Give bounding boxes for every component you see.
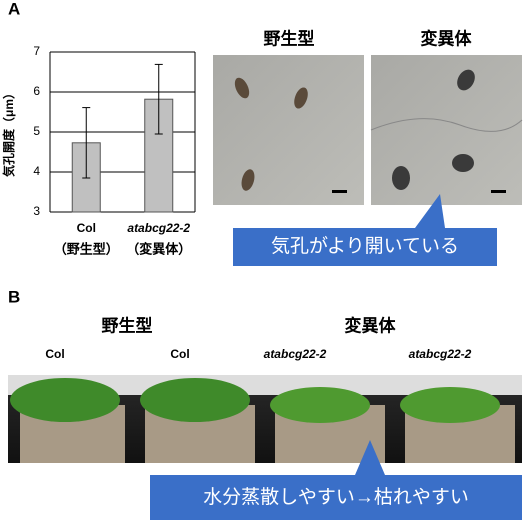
photo-label: 野生型	[264, 28, 315, 48]
plant-label: atabcg22-2	[409, 347, 472, 361]
y-tick-label: 5	[33, 124, 40, 138]
y-tick-label: 3	[33, 204, 40, 218]
y-tick-label: 4	[33, 164, 40, 178]
callout-box	[233, 194, 497, 266]
photo-wildtype	[213, 55, 364, 205]
panel-label: A	[8, 0, 20, 18]
plant-label: Col	[45, 347, 64, 361]
y-tick-label: 7	[33, 44, 40, 58]
panel-label: B	[8, 287, 20, 306]
photo-label: 変異体	[421, 28, 473, 48]
x-tick-note: （野生型）	[54, 241, 119, 256]
y-axis-label: 気孔開度（μm）	[1, 87, 16, 177]
y-tick-label: 6	[33, 84, 40, 98]
x-tick-label: Col	[77, 221, 96, 235]
callout-text: 水分蒸散しやすい→枯れやすい	[203, 486, 469, 508]
x-tick-note: （変異体）	[126, 241, 191, 256]
bar-chart: 気孔開度（μm） 3 4 5 6 7 Col （野生型） atabcg22-2 （変異体）	[1, 44, 196, 256]
photo-mutant	[370, 55, 523, 205]
callout-text: 気孔がより開いている	[271, 235, 459, 257]
callout-box	[150, 440, 522, 520]
x-tick-label: atabcg22-2	[127, 221, 190, 235]
plant-photo	[8, 375, 522, 463]
group-label: 変異体	[345, 315, 397, 335]
plant-label: atabcg22-2	[264, 347, 327, 361]
group-label: 野生型	[102, 315, 153, 335]
plant-label: Col	[170, 347, 189, 361]
